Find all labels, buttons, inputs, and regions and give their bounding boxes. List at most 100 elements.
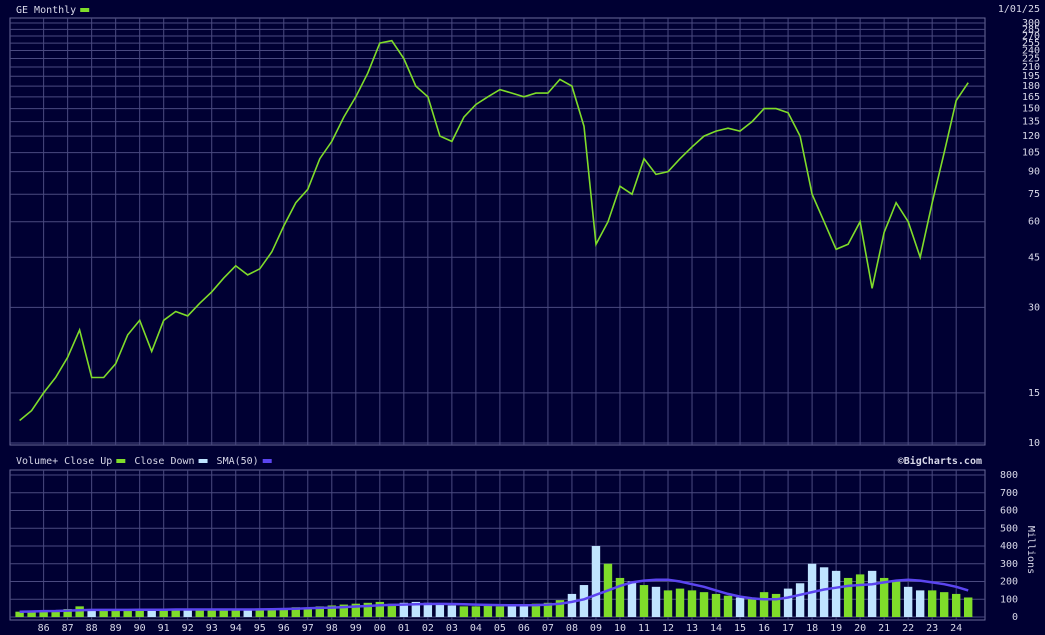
volume-bar	[795, 583, 805, 617]
y-tick-label: 120	[1022, 131, 1040, 142]
x-tick-label: 93	[206, 623, 218, 634]
y-tick-label: 300	[1022, 18, 1040, 29]
volume-bar	[87, 609, 96, 617]
x-tick-label: 86	[38, 623, 50, 634]
volume-bar	[363, 602, 373, 617]
x-tick-label: 10	[614, 623, 626, 634]
legend-swatch	[80, 8, 90, 12]
x-tick-label: 14	[710, 623, 722, 634]
y-tick-label: 600	[1000, 506, 1018, 517]
volume-bar	[435, 603, 445, 617]
x-tick-label: 99	[350, 623, 362, 634]
y-axis-label: Millions	[1025, 526, 1036, 574]
x-tick-label: 01	[398, 623, 410, 634]
x-tick-label: 09	[590, 623, 602, 634]
volume-bar	[375, 601, 385, 617]
volume-bar	[351, 603, 361, 617]
x-tick-label: 16	[758, 623, 770, 634]
volume-bar	[27, 611, 36, 617]
legend-label: SMA(50)	[217, 456, 259, 467]
x-tick-label: 11	[638, 623, 650, 634]
x-tick-label: 03	[446, 623, 458, 634]
volume-bar	[867, 570, 877, 617]
volume-bar	[723, 595, 733, 617]
y-tick-label: 400	[1000, 541, 1018, 552]
legend-label: Close Down	[134, 456, 194, 467]
y-tick-label: 90	[1028, 167, 1040, 178]
y-tick-label: 700	[1000, 488, 1018, 499]
y-tick-label: 255	[1022, 38, 1040, 49]
volume-bar	[711, 593, 721, 617]
volume-bar	[939, 592, 949, 617]
x-tick-label: 19	[830, 623, 842, 634]
date-label: 1/01/25	[998, 4, 1040, 15]
x-tick-label: 94	[230, 623, 242, 634]
y-tick-label: 105	[1022, 148, 1040, 159]
volume-bar	[639, 585, 649, 617]
legend-swatch	[116, 459, 126, 463]
volume-bar	[879, 577, 889, 617]
y-tick-label: 135	[1022, 117, 1040, 128]
volume-bar	[759, 592, 769, 617]
volume-bar	[543, 602, 553, 617]
volume-bar	[699, 592, 709, 617]
y-tick-label: 180	[1022, 81, 1040, 92]
y-tick-label: 60	[1028, 217, 1040, 228]
x-tick-label: 96	[278, 623, 290, 634]
volume-bar	[387, 603, 397, 617]
y-tick-label: 200	[1000, 577, 1018, 588]
volume-bar	[555, 600, 565, 617]
x-tick-label: 08	[566, 623, 578, 634]
volume-bar	[843, 577, 853, 617]
x-tick-label: 98	[326, 623, 338, 634]
volume-bar	[279, 608, 288, 617]
x-tick-label: 24	[950, 623, 962, 634]
x-tick-label: 18	[806, 623, 818, 634]
y-tick-label: 225	[1022, 54, 1040, 65]
volume-bar	[927, 590, 937, 617]
y-tick-label: 240	[1022, 46, 1040, 57]
watermark: ©BigCharts.com	[898, 455, 982, 467]
x-tick-label: 95	[254, 623, 266, 634]
x-tick-label: 02	[422, 623, 434, 634]
volume-bar	[651, 586, 661, 617]
volume-bar	[267, 608, 276, 617]
y-tick-label: 210	[1022, 62, 1040, 73]
legend-swatch	[262, 459, 272, 463]
volume-bar	[615, 577, 625, 617]
x-tick-label: 87	[62, 623, 74, 634]
x-tick-label: 21	[878, 623, 890, 634]
y-tick-label: 300	[1000, 559, 1018, 570]
volume-bar	[291, 607, 300, 617]
volume-bar	[399, 602, 409, 617]
y-tick-label: 165	[1022, 92, 1040, 103]
volume-bar	[147, 609, 156, 617]
volume-bar	[195, 609, 204, 617]
x-tick-label: 07	[542, 623, 554, 634]
x-tick-label: 23	[926, 623, 938, 634]
legend-swatch	[198, 459, 208, 463]
y-tick-label: 500	[1000, 523, 1018, 534]
y-tick-label: 15	[1028, 388, 1040, 399]
x-tick-label: 20	[854, 623, 866, 634]
volume-bar	[159, 609, 168, 617]
price-frame	[9, 17, 986, 446]
volume-bar	[951, 593, 961, 617]
volume-bar	[807, 563, 817, 617]
volume-bar	[903, 586, 913, 617]
y-tick-label: 270	[1022, 31, 1040, 42]
volume-bar	[591, 546, 601, 617]
volume-bar	[507, 605, 517, 617]
volume-bar	[51, 610, 60, 617]
x-tick-label: 12	[662, 623, 674, 634]
volume-bar	[99, 610, 108, 617]
volume-bar	[519, 604, 529, 617]
x-tick-label: 06	[518, 623, 530, 634]
volume-bar	[231, 609, 240, 617]
volume-bar	[567, 593, 577, 617]
volume-bar	[411, 601, 421, 617]
volume-bar	[735, 597, 745, 617]
volume-bar	[459, 606, 469, 617]
x-tick-label: 22	[902, 623, 914, 634]
